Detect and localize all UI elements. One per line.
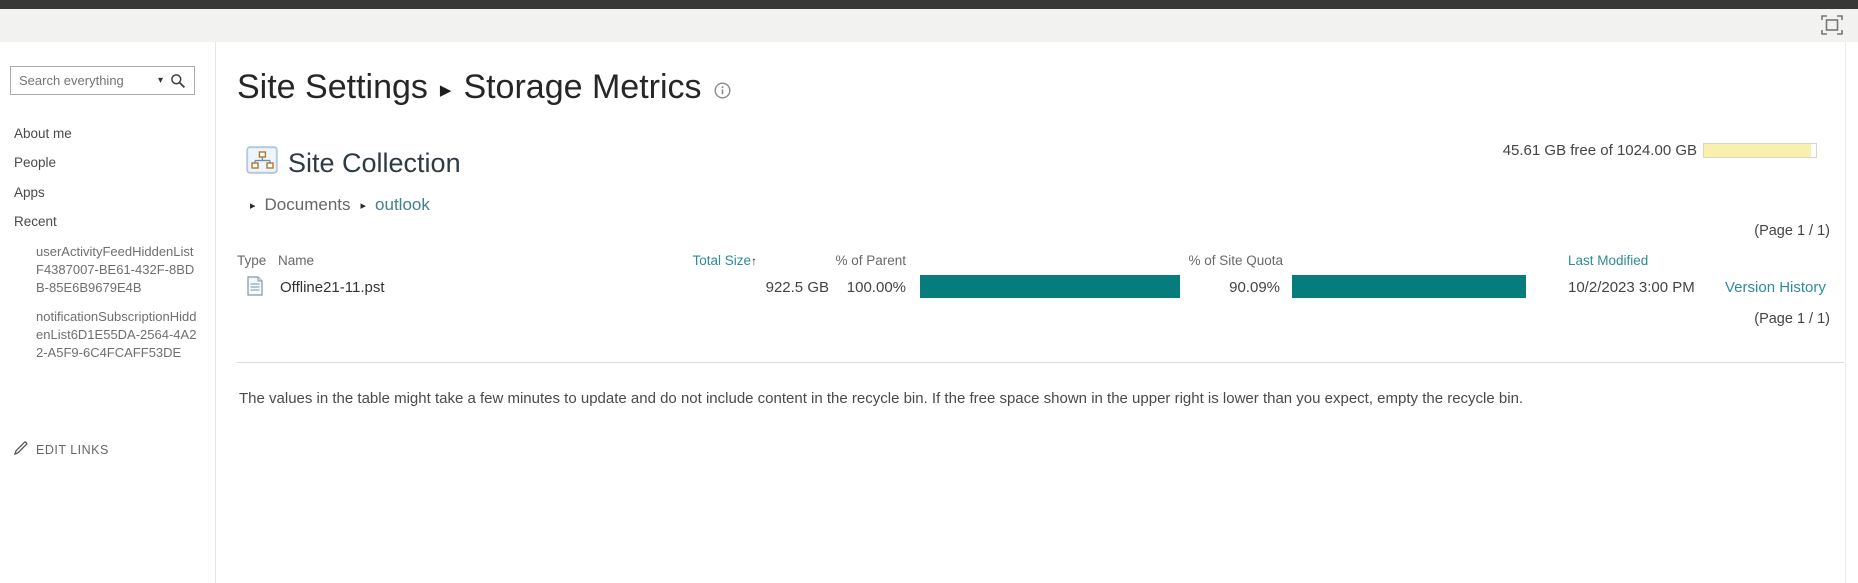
percent-of-site-quota-value: 90.09%: [1229, 279, 1280, 296]
site-collection-title: Site Collection: [288, 147, 461, 178]
title-separator-arrow-icon: ▶: [439, 81, 452, 99]
sidebar-recent-list-item[interactable]: userActivityFeedHiddenListF4387007-BE61-…: [36, 244, 195, 295]
search-icon[interactable]: [170, 73, 194, 89]
search-scope-caret-icon[interactable]: ▾: [157, 75, 163, 86]
page-title: Site Settings ▶ Storage Metrics: [237, 68, 731, 107]
info-icon[interactable]: [714, 82, 731, 99]
breadcrumb: ▸ Documents ▸ outlook: [250, 195, 430, 215]
total-size-value: 922.5 GB: [765, 279, 829, 296]
storage-usage-bar: [1703, 143, 1817, 158]
breadcrumb-arrow-icon: ▸: [250, 199, 256, 212]
sidebar-recent-list-item[interactable]: notificationSubscriptionHiddenList6D1E55…: [36, 309, 197, 360]
storage-summary: 45.61 GB free of 1024.00 GB: [1503, 142, 1817, 159]
page-title-site-settings: Site Settings: [237, 68, 428, 106]
total-size-label: Total Size: [692, 253, 751, 268]
pagination-bottom: (Page 1 / 1): [1754, 311, 1830, 327]
site-collection-icon: [246, 145, 279, 181]
storage-usage-fill: [1704, 144, 1811, 157]
content-right-edge: [1845, 42, 1846, 583]
percent-of-parent-value: 100.00%: [846, 279, 906, 296]
sort-ascending-icon: ↑: [751, 254, 757, 268]
sidebar-item-about-me[interactable]: About me: [14, 126, 72, 141]
column-header-name: Name: [278, 253, 315, 268]
column-header-percent-of-parent: % of Parent: [835, 253, 906, 268]
pencil-icon: [13, 441, 28, 458]
pagination-top: (Page 1 / 1): [1754, 223, 1830, 239]
sidebar: ▾ About me People Apps Recent userActivi…: [0, 42, 216, 583]
percent-of-parent-bar-fill: [920, 275, 1180, 298]
percent-of-site-quota-bar: [1292, 275, 1552, 298]
breadcrumb-arrow-icon: ▸: [360, 199, 367, 212]
storage-free-label: 45.61 GB free of 1024.00 GB: [1502, 142, 1697, 159]
search-box: ▾: [10, 66, 195, 95]
content-divider: [237, 362, 1844, 363]
ribbon-strip: [0, 9, 1858, 42]
document-file-icon: [247, 276, 263, 301]
version-history-link[interactable]: Version History: [1725, 279, 1826, 296]
edit-links-button[interactable]: EDIT LINKS: [13, 441, 109, 458]
column-header-type: Type: [237, 253, 267, 268]
column-header-percent-of-site-quota: % of Site Quota: [1188, 253, 1283, 268]
breadcrumb-documents-link[interactable]: Documents: [264, 195, 351, 214]
breadcrumb-outlook-link[interactable]: outlook: [375, 195, 430, 214]
percent-of-parent-bar: [920, 275, 1180, 298]
suite-bar: [0, 0, 1858, 9]
recycle-bin-note: The values in the table might take a few…: [239, 390, 1524, 407]
edit-links-label: EDIT LINKS: [36, 442, 109, 457]
sidebar-item-recent[interactable]: Recent: [14, 214, 57, 229]
main-content: Site Settings ▶ Storage Metrics 45.61 GB…: [217, 42, 1858, 583]
focus-mode-icon[interactable]: [1820, 14, 1844, 36]
percent-of-site-quota-bar-fill: [1292, 275, 1527, 298]
file-name: Offline21-11.pst: [280, 279, 385, 296]
sidebar-item-apps[interactable]: Apps: [14, 185, 45, 200]
page-title-storage-metrics: Storage Metrics: [463, 68, 702, 106]
sidebar-item-people[interactable]: People: [14, 155, 57, 170]
column-header-last-modified[interactable]: Last Modified: [1568, 253, 1649, 268]
search-input[interactable]: [11, 73, 156, 88]
last-modified-value: 10/2/2023 3:00 PM: [1568, 279, 1695, 296]
site-collection-header: Site Collection: [246, 145, 461, 181]
column-header-total-size[interactable]: Total Size↑: [692, 253, 757, 268]
